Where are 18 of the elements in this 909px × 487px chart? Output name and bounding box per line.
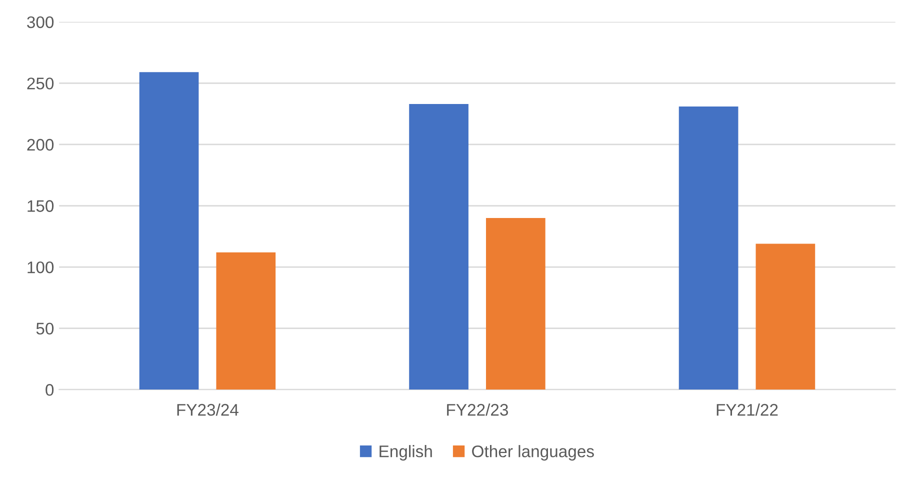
x-tick-label: FY23/24: [177, 403, 238, 416]
legend-label: Other languages: [472, 445, 594, 461]
bar: [756, 244, 816, 390]
y-tick-label: 50: [36, 322, 54, 335]
y-tick-label: 300: [27, 16, 54, 28]
y-tick-label: 100: [28, 261, 54, 274]
x-tick-label: FY21/22: [716, 403, 778, 416]
x-tick-label: FY22/23: [447, 403, 508, 416]
y-tick-label: 250: [27, 78, 54, 90]
bar: [409, 104, 468, 390]
y-tick-label: 150: [28, 200, 54, 212]
bar: [678, 106, 738, 390]
y-tick-label: 200: [27, 138, 54, 151]
bar: [216, 252, 276, 390]
bar: [139, 72, 199, 390]
bar: [486, 218, 546, 390]
legend-label: English: [380, 445, 432, 461]
y-tick-label: 0: [46, 384, 54, 396]
